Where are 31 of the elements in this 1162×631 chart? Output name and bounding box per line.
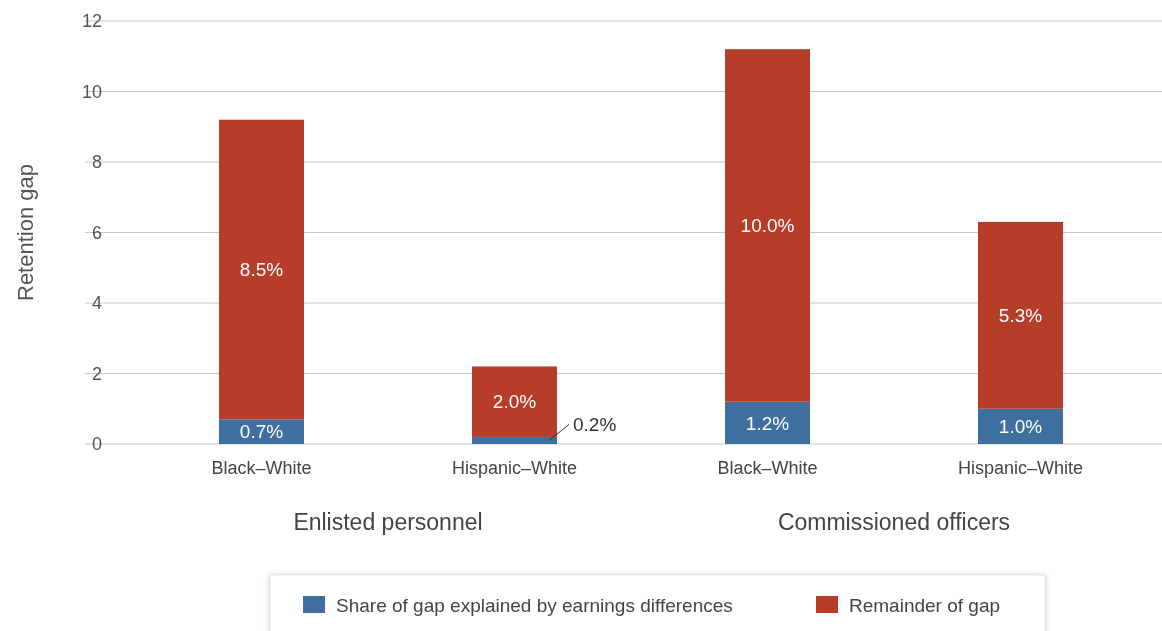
text: Enlisted personnel <box>293 509 483 535</box>
bar <box>725 401 810 444</box>
y-tick-label: 12 <box>81 11 102 32</box>
x-tick-label: Black–White <box>211 458 312 478</box>
data-label: 1.0% <box>998 416 1043 438</box>
legend-label: Remainder of gap <box>849 594 1001 616</box>
bar <box>472 436 557 444</box>
data-label: 10.0% <box>740 215 795 237</box>
data-label: 0.2% <box>573 414 617 436</box>
y-tick-label: 2 <box>91 363 102 384</box>
y-tick-label: 10 <box>81 81 102 102</box>
y-tick-label: 4 <box>91 293 102 314</box>
data-label: 0.7% <box>239 421 284 443</box>
bar <box>978 221 1063 409</box>
y-tick-label: 0 <box>91 434 102 455</box>
y-tick-label: 8 <box>91 152 102 173</box>
data-label: 2.0% <box>492 391 537 413</box>
x-tick-label: Hispanic–White <box>957 458 1084 478</box>
data-label: 1.2% <box>745 412 790 434</box>
legend-label: Share of gap explained by earnings differences <box>336 594 733 616</box>
bar <box>725 49 810 402</box>
bar <box>472 366 557 437</box>
data-label: 5.3% <box>998 304 1043 326</box>
x-tick-label: Hispanic–White <box>451 458 578 478</box>
bar <box>978 408 1063 444</box>
y-axis-title: Retention gap <box>13 164 38 301</box>
x-tick-label: Black–White <box>717 458 818 478</box>
y-tick-label: 6 <box>91 222 102 243</box>
bar <box>219 119 304 420</box>
text: Commissioned officers <box>777 509 1011 535</box>
data-label: 8.5% <box>239 259 284 281</box>
